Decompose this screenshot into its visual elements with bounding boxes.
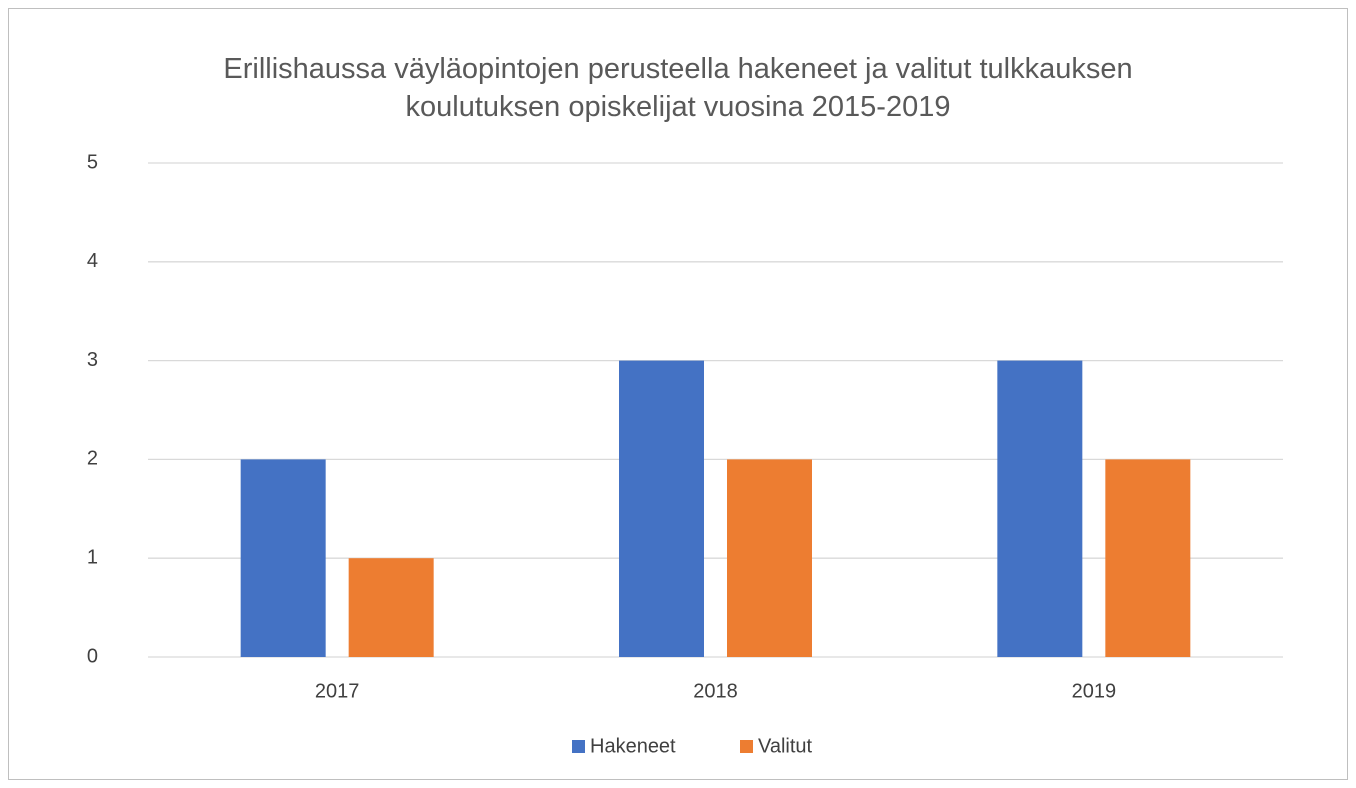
legend-label: Valitut [758,735,813,757]
y-tick-label: 5 [87,151,98,173]
legend-swatch [740,740,753,753]
legend-label: Hakeneet [590,735,676,757]
bar [997,360,1083,657]
legend-swatch [572,740,585,753]
bar [619,360,704,657]
y-tick-label: 1 [87,546,98,568]
bar [1105,459,1191,657]
y-tick-label: 4 [87,250,98,272]
chart-frame [8,8,1348,780]
x-tick-label: 2019 [1072,680,1117,702]
y-tick-label: 2 [87,448,98,470]
chart-title: Erillishaussa väyläopintojen perusteella… [223,53,1133,123]
bar [240,459,326,657]
y-tick-label: 3 [87,349,98,371]
bar [727,459,812,657]
y-tick-label: 0 [87,645,98,667]
x-tick-label: 2017 [315,680,360,702]
bar [348,558,434,657]
x-tick-label: 2018 [693,680,738,702]
